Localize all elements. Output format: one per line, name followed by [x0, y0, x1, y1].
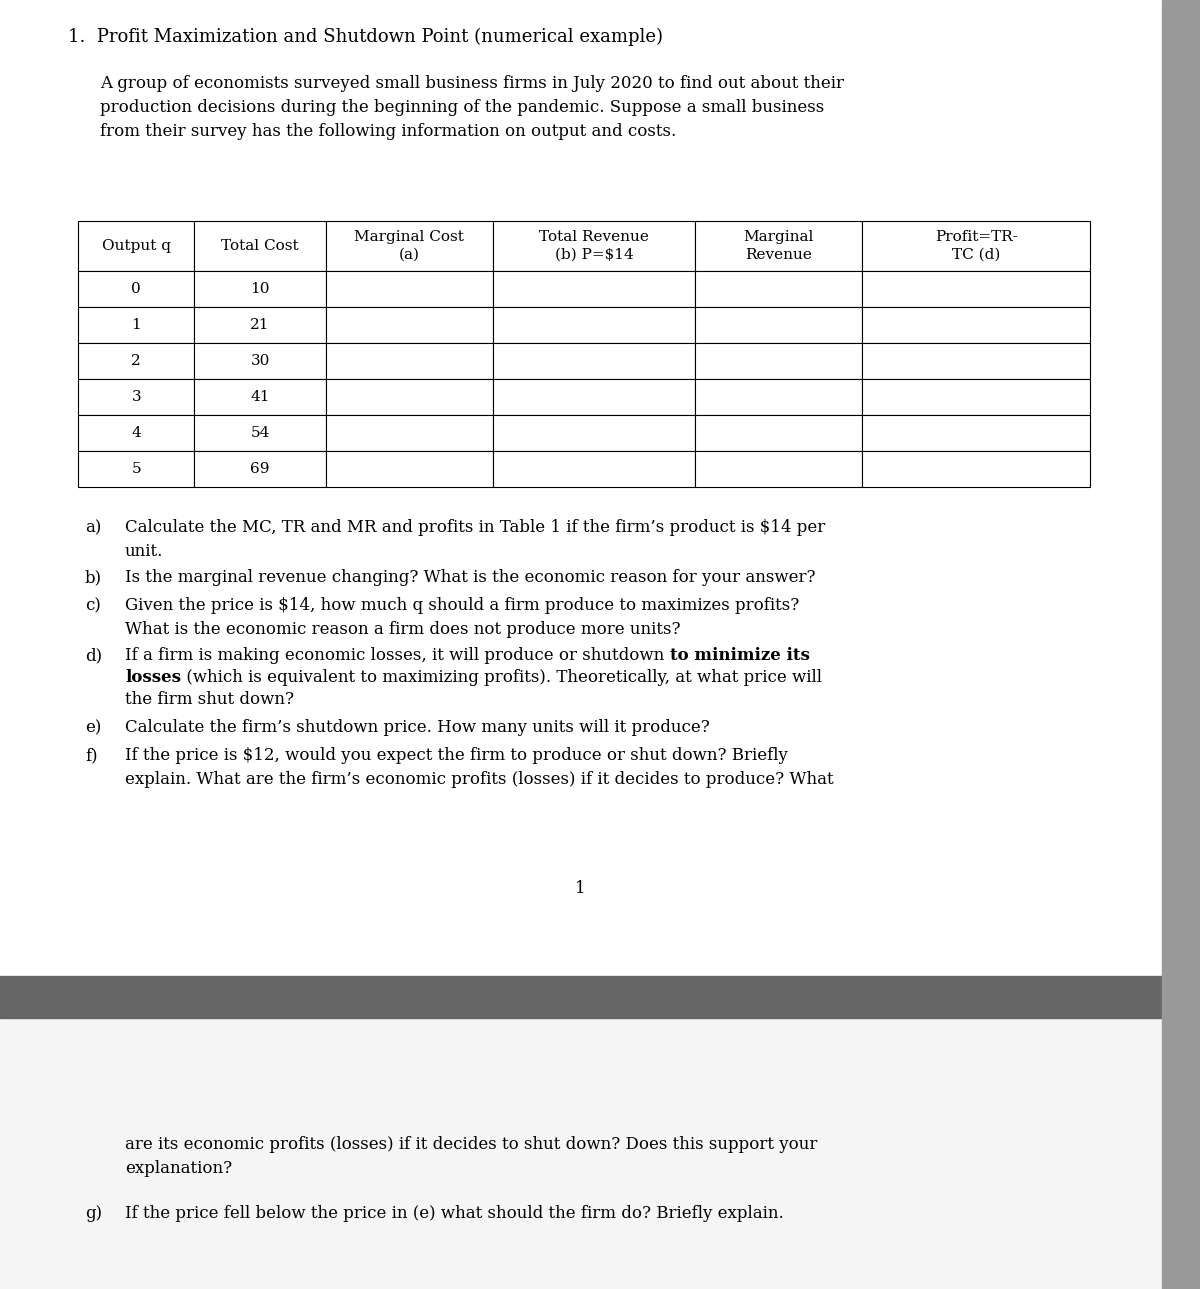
Text: Is the marginal revenue changing? What is the economic reason for your answer?: Is the marginal revenue changing? What i… [125, 568, 816, 586]
Bar [493, 271, 695, 307]
Bar [194, 415, 326, 451]
Bar [78, 307, 194, 343]
Bar [695, 343, 863, 379]
Bar [0, 1018, 1200, 1289]
Text: If the price fell below the price in (e) what should the firm do? Briefly explai: If the price fell below the price in (e)… [125, 1205, 784, 1222]
Text: e): e) [85, 719, 101, 736]
Text: 1.  Profit Maximization and Shutdown Point (numerical example): 1. Profit Maximization and Shutdown Poin… [68, 28, 662, 46]
Text: 3: 3 [131, 391, 142, 403]
Text: If a firm is making economic losses, it will produce or shutdown: If a firm is making economic losses, it … [125, 647, 670, 664]
Text: 4: 4 [131, 425, 142, 440]
Bar [863, 415, 1090, 451]
Bar [493, 220, 695, 271]
Bar [78, 451, 194, 487]
Text: Given the price is $14, how much q should a firm produce to maximizes profits?
W: Given the price is $14, how much q shoul… [125, 597, 799, 638]
Bar [78, 415, 194, 451]
Text: b): b) [85, 568, 102, 586]
Bar [493, 307, 695, 343]
Bar [326, 271, 493, 307]
Text: Output q: Output q [102, 238, 170, 253]
Bar [695, 220, 863, 271]
Text: 1: 1 [131, 318, 142, 333]
Text: 5: 5 [131, 461, 142, 476]
Text: Calculate the firm’s shutdown price. How many units will it produce?: Calculate the firm’s shutdown price. How… [125, 719, 709, 736]
Text: to minimize its: to minimize its [670, 647, 809, 664]
Bar [695, 415, 863, 451]
Text: 41: 41 [251, 391, 270, 403]
Text: A group of economists surveyed small business firms in July 2020 to find out abo: A group of economists surveyed small bus… [100, 75, 844, 141]
Bar [326, 307, 493, 343]
Bar [863, 220, 1090, 271]
Text: are its economic profits (losses) if it decides to shut down? Does this support : are its economic profits (losses) if it … [125, 1136, 817, 1177]
Bar [493, 343, 695, 379]
Bar [695, 451, 863, 487]
Bar [78, 343, 194, 379]
Bar [493, 415, 695, 451]
Text: Calculate the MC, TR and MR and profits in Table 1 if the firm’s product is $14 : Calculate the MC, TR and MR and profits … [125, 519, 826, 559]
Bar [78, 271, 194, 307]
Text: c): c) [85, 597, 101, 614]
Text: a): a) [85, 519, 101, 536]
Bar [695, 379, 863, 415]
Bar [326, 415, 493, 451]
Text: 69: 69 [251, 461, 270, 476]
Bar [0, 976, 1200, 1018]
Text: 54: 54 [251, 425, 270, 440]
Bar [863, 343, 1090, 379]
Text: If the price is $12, would you expect the firm to produce or shut down? Briefly
: If the price is $12, would you expect th… [125, 748, 834, 788]
Bar [863, 307, 1090, 343]
Text: 21: 21 [251, 318, 270, 333]
Text: 1: 1 [575, 880, 586, 897]
Bar [194, 343, 326, 379]
Text: 0: 0 [131, 282, 142, 296]
Text: 2: 2 [131, 354, 142, 367]
Text: Marginal
Revenue: Marginal Revenue [744, 231, 814, 262]
Bar [863, 451, 1090, 487]
Bar [493, 451, 695, 487]
Text: Total Revenue
(b) P=$14: Total Revenue (b) P=$14 [539, 231, 649, 262]
Bar [78, 220, 194, 271]
Bar [326, 343, 493, 379]
Text: Total Cost: Total Cost [221, 238, 299, 253]
Bar [326, 379, 493, 415]
Bar [695, 307, 863, 343]
Text: f): f) [85, 748, 97, 764]
Text: 10: 10 [251, 282, 270, 296]
Text: Profit=TR-
TC (d): Profit=TR- TC (d) [935, 231, 1018, 262]
Text: d): d) [85, 647, 102, 664]
Bar [493, 379, 695, 415]
Bar [326, 220, 493, 271]
Bar [78, 379, 194, 415]
Bar [194, 220, 326, 271]
Text: (which is equivalent to maximizing profits). Theoretically, at what price will: (which is equivalent to maximizing profi… [181, 669, 822, 686]
Bar [194, 379, 326, 415]
Text: the firm shut down?: the firm shut down? [125, 691, 294, 708]
Bar [194, 271, 326, 307]
Bar [0, 0, 1200, 976]
Bar [863, 379, 1090, 415]
Bar [1162, 0, 1200, 1289]
Bar [326, 451, 493, 487]
Bar [695, 271, 863, 307]
Text: 30: 30 [251, 354, 270, 367]
Text: losses: losses [125, 669, 181, 686]
Bar [194, 451, 326, 487]
Text: g): g) [85, 1205, 102, 1222]
Bar [194, 307, 326, 343]
Bar [863, 271, 1090, 307]
Text: Marginal Cost
(a): Marginal Cost (a) [354, 231, 464, 262]
